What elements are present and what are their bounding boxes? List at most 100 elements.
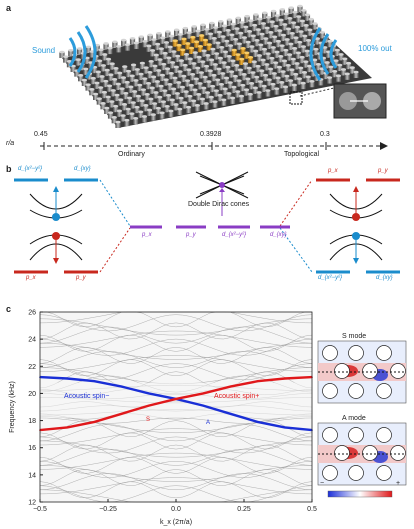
x-axis-label: k_x (2π/a) — [160, 519, 192, 526]
cylinder — [281, 60, 288, 67]
cylinder-top — [147, 70, 153, 74]
cylinder — [290, 22, 297, 29]
cylinder-top — [234, 64, 240, 67]
cylinder — [250, 35, 256, 42]
cylinder — [229, 97, 236, 104]
cylinder-top — [246, 30, 253, 33]
cylinder — [205, 55, 211, 62]
cylinder-top — [142, 39, 148, 43]
cylinder — [170, 88, 177, 95]
cylinder-top — [266, 41, 273, 45]
cylinder-top — [183, 52, 190, 56]
cylinder-top — [280, 70, 286, 73]
scatterer — [376, 465, 392, 481]
cylinder-top — [90, 76, 96, 80]
cylinder-top — [159, 73, 165, 77]
cylinder — [182, 28, 189, 35]
cylinder — [298, 67, 304, 74]
cylinder-top — [269, 20, 275, 23]
bulk-band-line — [39, 355, 313, 372]
cylinder-top — [228, 70, 235, 73]
cylinder-top — [222, 87, 228, 91]
cylinder-top — [283, 48, 289, 52]
panel-b: b — [0, 164, 414, 304]
cylinder-top — [164, 67, 171, 71]
cylinder — [165, 95, 172, 102]
y-tick-label: 18 — [28, 418, 36, 425]
cylinder — [251, 25, 258, 32]
cylinder-top — [211, 36, 217, 40]
cylinder-top — [271, 72, 277, 75]
cylinder — [149, 87, 155, 94]
cylinder — [258, 44, 264, 51]
cylinder-top — [101, 90, 108, 94]
cylinder — [143, 67, 149, 74]
cylinder-top — [138, 72, 144, 76]
cylinder-top — [300, 45, 307, 48]
y-tick-label: 16 — [28, 445, 36, 452]
cylinder — [349, 67, 355, 74]
cylinder-top — [196, 55, 202, 59]
cylinder-top — [170, 87, 177, 91]
cylinder-top — [284, 74, 290, 78]
cylinder-top — [178, 59, 184, 62]
cylinder — [188, 85, 194, 92]
cylinder — [94, 82, 100, 89]
cylinder — [244, 52, 250, 59]
cylinder-top — [197, 44, 203, 48]
cylinder — [160, 101, 167, 108]
series-point-1 — [93, 421, 96, 423]
cylinder-top — [217, 93, 223, 97]
cylinder-top — [287, 16, 293, 20]
cylinder-top — [227, 44, 234, 47]
cylinder-top — [134, 105, 140, 109]
cylinder-top — [221, 98, 227, 102]
cylinder — [135, 96, 141, 103]
scatterer — [348, 465, 364, 481]
cylinder-top — [189, 72, 196, 76]
cylinder — [261, 86, 267, 93]
colorbar-minus: − — [320, 480, 325, 487]
cylinder-top — [270, 9, 277, 13]
cylinder — [304, 50, 310, 57]
cylinder — [252, 87, 258, 94]
cylinder-top — [338, 53, 344, 56]
cylinder-top — [182, 63, 188, 67]
cylinder-top — [278, 18, 284, 22]
cylinder-top — [195, 29, 201, 33]
cylinder-top — [270, 46, 276, 49]
cylinder — [340, 69, 347, 76]
cylinder-top — [162, 89, 168, 92]
cylinder-top — [118, 98, 124, 102]
cylinder — [323, 73, 329, 80]
cylinder-top — [103, 42, 109, 45]
cylinder — [206, 81, 212, 88]
cylinder — [163, 79, 169, 86]
cylinder — [83, 68, 89, 75]
cylinder-top — [305, 39, 312, 42]
cylinder — [303, 61, 309, 68]
cylinder — [203, 103, 209, 110]
cylinder-top — [202, 75, 208, 79]
cylinder-top — [236, 42, 242, 46]
cylinder-top — [308, 17, 314, 21]
cylinder-top — [204, 27, 210, 31]
cylinder-top — [220, 72, 226, 75]
cylinder-top — [332, 69, 338, 73]
cylinder — [260, 23, 266, 30]
cylinder-top — [125, 69, 132, 73]
cylinder-top — [265, 89, 271, 92]
colorbar — [327, 490, 393, 498]
cylinder-top — [248, 82, 255, 85]
cylinder-top — [85, 83, 91, 86]
cylinder-top — [158, 84, 164, 88]
cylinder-top — [156, 31, 162, 35]
cylinder — [273, 26, 279, 33]
cylinder — [163, 42, 170, 49]
cylinder — [264, 27, 270, 34]
cylinder-top — [125, 107, 131, 111]
cylinder-top — [117, 71, 123, 75]
cylinder — [259, 70, 265, 77]
scatterer — [362, 363, 378, 379]
cylinder-top — [107, 46, 113, 50]
